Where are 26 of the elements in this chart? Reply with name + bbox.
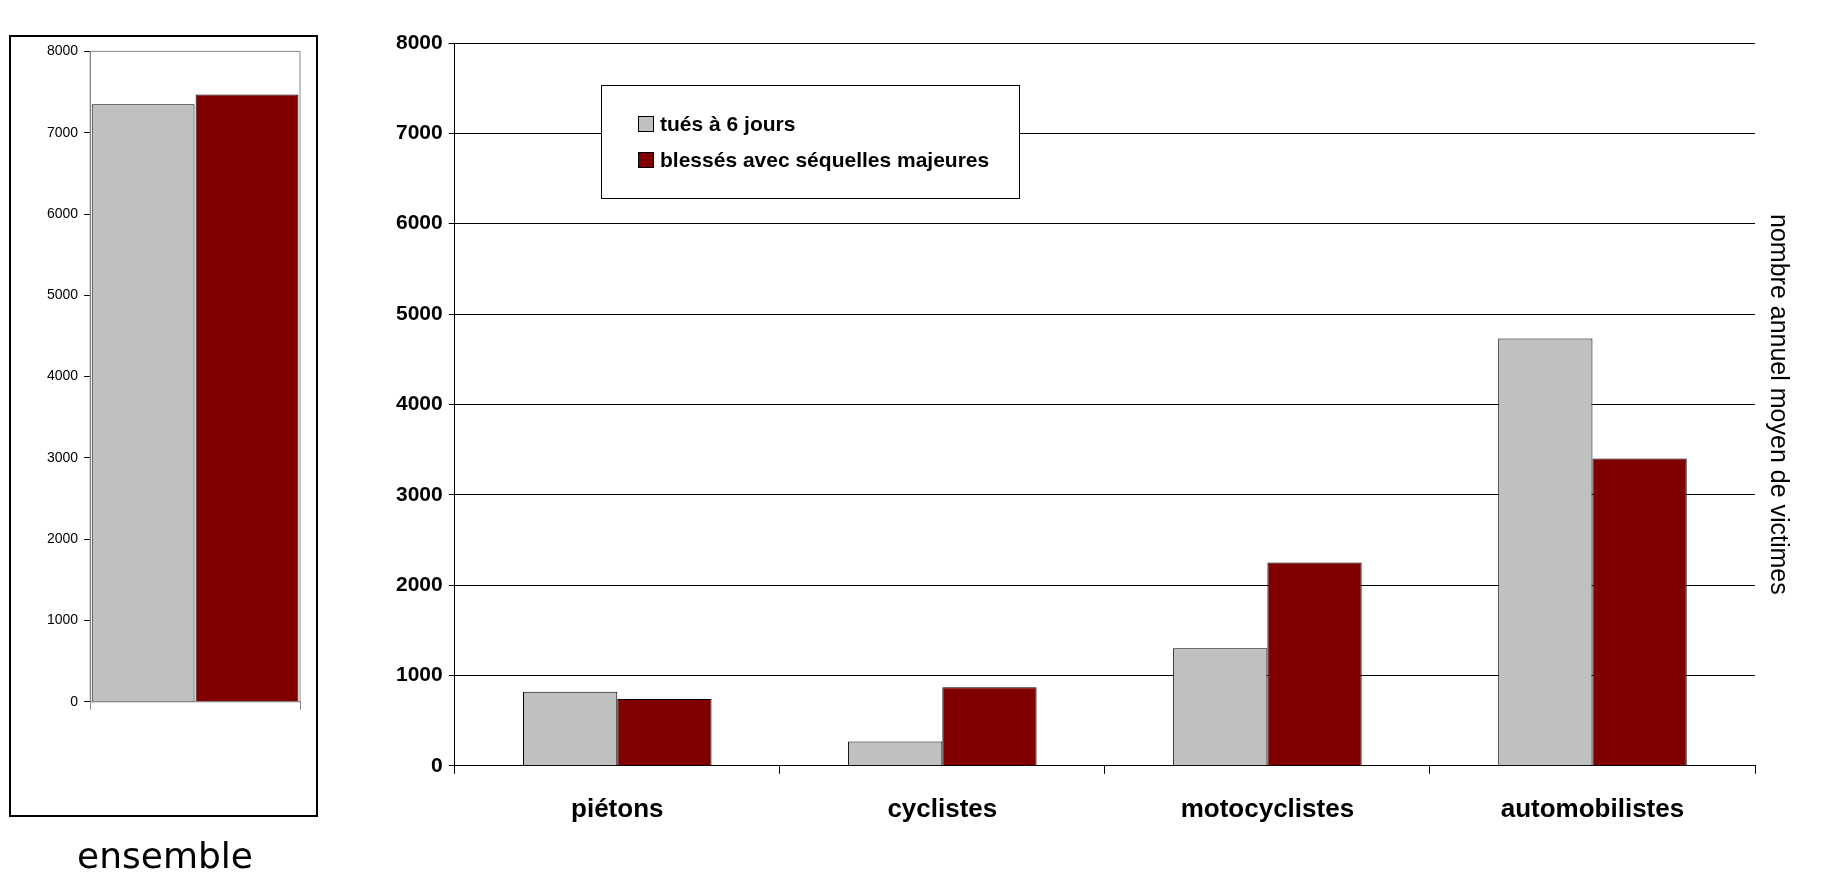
y-tick-label: 2000: [46, 530, 79, 547]
y-tick-label: 3000: [46, 448, 79, 465]
x-tick-label: motocyclistes: [1180, 792, 1355, 823]
y-tick-label: 0: [70, 692, 79, 709]
x-tick-label: piétons: [571, 792, 664, 823]
x-tick-label: cyclistes: [887, 792, 998, 823]
y-tick-label: 1000: [46, 611, 79, 628]
y-tick-label: 0: [431, 752, 443, 776]
legend-label: tués à 6 jours: [660, 112, 796, 136]
x-axis-title: ensemble: [76, 835, 254, 876]
y-tick-label: 4000: [46, 367, 79, 384]
y-tick-label: 8000: [396, 29, 443, 53]
x-tick-label: automobilistes: [1500, 792, 1685, 823]
y-tick-label: 5000: [46, 286, 79, 303]
y-tick-label: 7000: [396, 120, 443, 144]
y-tick-label: 5000: [396, 300, 443, 324]
y-tick-label: 1000: [396, 662, 443, 686]
y-tick-label: 7000: [46, 123, 79, 140]
y-tick-label: 4000: [396, 391, 443, 415]
y-axis-title: nombre annuel moyen de victimes: [1766, 214, 1795, 595]
legend-label: blessés avec séquelles majeures: [660, 148, 990, 172]
y-tick-label: 3000: [396, 481, 443, 505]
y-tick-label: 2000: [396, 571, 443, 595]
y-tick-label: 6000: [46, 204, 79, 221]
y-tick-label: 6000: [396, 210, 443, 234]
y-tick-label: 8000: [46, 42, 79, 59]
